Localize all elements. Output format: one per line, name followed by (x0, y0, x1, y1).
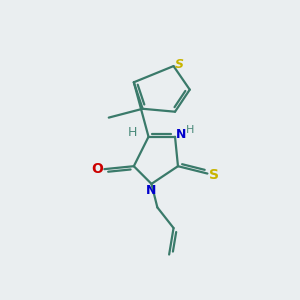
Text: N: N (146, 184, 156, 197)
Text: S: S (174, 58, 183, 71)
Text: N: N (176, 128, 187, 141)
Text: H: H (186, 125, 194, 135)
Text: S: S (209, 168, 219, 182)
Text: H: H (128, 126, 137, 139)
Text: O: O (91, 162, 103, 176)
